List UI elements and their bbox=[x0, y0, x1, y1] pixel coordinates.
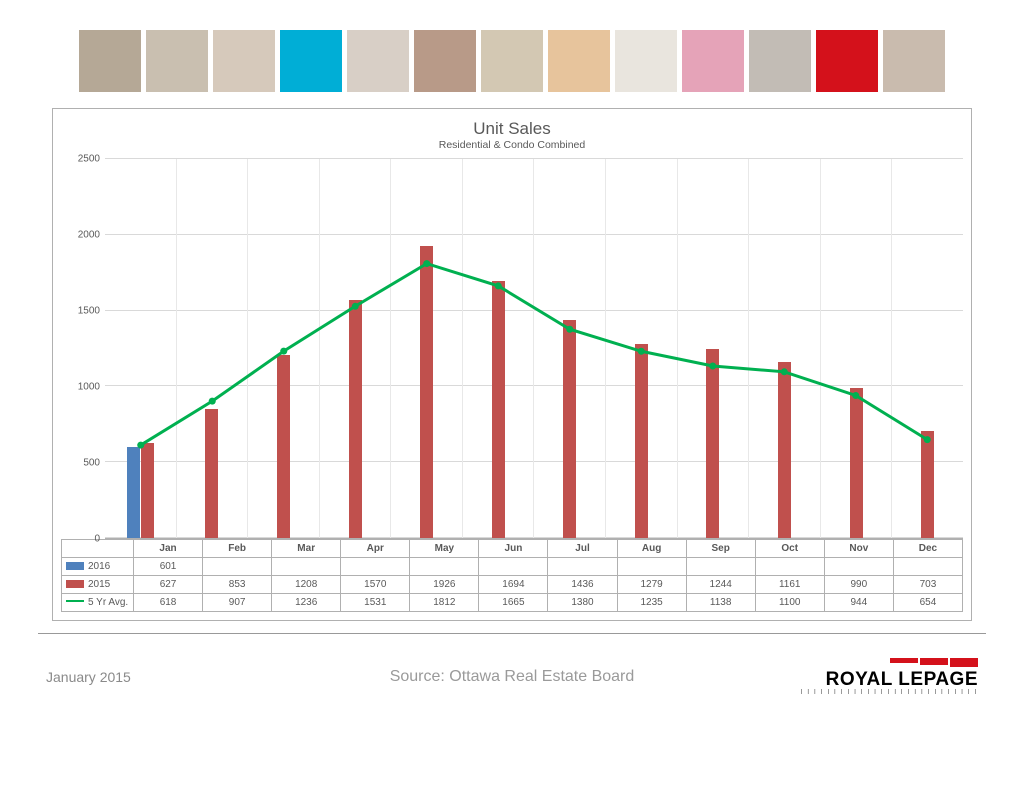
header-thumbnail bbox=[682, 30, 744, 92]
y-tick-label: 1500 bbox=[60, 306, 100, 317]
month-header: Mar bbox=[272, 540, 341, 558]
header-thumbnail bbox=[615, 30, 677, 92]
data-cell bbox=[203, 558, 272, 576]
header-thumbnail bbox=[816, 30, 878, 92]
data-cell bbox=[410, 558, 479, 576]
y-tick-label: 2000 bbox=[60, 230, 100, 241]
header-thumbnail bbox=[749, 30, 811, 92]
month-header: Apr bbox=[341, 540, 410, 558]
header-thumbnail bbox=[146, 30, 208, 92]
bar-2015-Apr bbox=[349, 300, 362, 538]
data-cell: 1244 bbox=[686, 576, 755, 594]
data-cell bbox=[617, 558, 686, 576]
data-cell: 853 bbox=[203, 576, 272, 594]
data-cell: 1665 bbox=[479, 594, 548, 612]
data-cell: 1236 bbox=[272, 594, 341, 612]
legend-5 Yr Avg.: 5 Yr Avg. bbox=[62, 594, 134, 612]
legend-2015: 2015 bbox=[62, 576, 134, 594]
thumbnail-strip bbox=[38, 30, 986, 92]
y-tick-label: 2500 bbox=[60, 154, 100, 165]
data-cell bbox=[686, 558, 755, 576]
data-cell: 1279 bbox=[617, 576, 686, 594]
header-thumbnail bbox=[548, 30, 610, 92]
data-cell: 990 bbox=[824, 576, 893, 594]
data-cell: 1138 bbox=[686, 594, 755, 612]
header-thumbnail bbox=[280, 30, 342, 92]
data-cell bbox=[479, 558, 548, 576]
footer-date: January 2015 bbox=[46, 669, 246, 685]
bar-2016-Jan bbox=[127, 447, 140, 538]
month-header: Nov bbox=[824, 540, 893, 558]
month-header: Aug bbox=[617, 540, 686, 558]
bar-2015-Nov bbox=[850, 388, 863, 538]
month-header: Dec bbox=[893, 540, 962, 558]
y-axis: 25002000150010005000 bbox=[61, 159, 105, 539]
data-cell: 703 bbox=[893, 576, 962, 594]
data-cell: 907 bbox=[203, 594, 272, 612]
header-thumbnail bbox=[79, 30, 141, 92]
bar-2015-Jan bbox=[141, 443, 154, 538]
month-header: Oct bbox=[755, 540, 824, 558]
bar-2015-Jun bbox=[492, 281, 505, 538]
data-cell: 1436 bbox=[548, 576, 617, 594]
data-cell bbox=[755, 558, 824, 576]
chart-subtitle: Residential & Condo Combined bbox=[61, 139, 963, 151]
data-cell bbox=[272, 558, 341, 576]
data-cell: 654 bbox=[893, 594, 962, 612]
bar-2015-Dec bbox=[921, 431, 934, 538]
data-cell: 618 bbox=[134, 594, 203, 612]
month-header: Sep bbox=[686, 540, 755, 558]
data-cell bbox=[548, 558, 617, 576]
data-cell: 1812 bbox=[410, 594, 479, 612]
y-tick-label: 500 bbox=[60, 458, 100, 469]
month-header: May bbox=[410, 540, 479, 558]
data-cell: 1926 bbox=[410, 576, 479, 594]
y-tick-label: 0 bbox=[60, 534, 100, 545]
data-cell: 1235 bbox=[617, 594, 686, 612]
header-thumbnail bbox=[883, 30, 945, 92]
data-cell: 1161 bbox=[755, 576, 824, 594]
footer-divider bbox=[38, 633, 986, 634]
header-thumbnail bbox=[347, 30, 409, 92]
data-cell: 1208 bbox=[272, 576, 341, 594]
data-cell: 1380 bbox=[548, 594, 617, 612]
bar-2015-Feb bbox=[205, 409, 218, 538]
month-header: Jan bbox=[134, 540, 203, 558]
data-cell: 944 bbox=[824, 594, 893, 612]
data-cell: 1570 bbox=[341, 576, 410, 594]
bar-2015-Aug bbox=[635, 344, 648, 538]
data-cell: 627 bbox=[134, 576, 203, 594]
data-cell bbox=[341, 558, 410, 576]
data-cell: 601 bbox=[134, 558, 203, 576]
data-cell: 1100 bbox=[755, 594, 824, 612]
data-cell: 1694 bbox=[479, 576, 548, 594]
month-header: Jul bbox=[548, 540, 617, 558]
chart-plot bbox=[105, 159, 963, 539]
legend-2016: 2016 bbox=[62, 558, 134, 576]
header-thumbnail bbox=[213, 30, 275, 92]
chart-title: Unit Sales bbox=[61, 119, 963, 139]
month-header: Feb bbox=[203, 540, 272, 558]
bar-2015-Oct bbox=[778, 362, 791, 538]
data-cell bbox=[893, 558, 962, 576]
bar-2015-Sep bbox=[706, 349, 719, 538]
data-cell: 1531 bbox=[341, 594, 410, 612]
month-header: Jun bbox=[479, 540, 548, 558]
bar-2015-Mar bbox=[277, 355, 290, 538]
data-table: JanFebMarAprMayJunJulAugSepOctNovDec 2016… bbox=[61, 539, 963, 612]
footer-source: Source: Ottawa Real Estate Board bbox=[246, 668, 778, 686]
header-thumbnail bbox=[414, 30, 476, 92]
chart-container: Unit Sales Residential & Condo Combined … bbox=[52, 108, 972, 621]
data-cell bbox=[824, 558, 893, 576]
y-tick-label: 1000 bbox=[60, 382, 100, 393]
bar-2015-May bbox=[420, 246, 433, 538]
footer-logo: ROYAL LEPAGE | | | | | | | | | | | | | |… bbox=[778, 658, 978, 695]
bar-2015-Jul bbox=[563, 320, 576, 538]
header-thumbnail bbox=[481, 30, 543, 92]
